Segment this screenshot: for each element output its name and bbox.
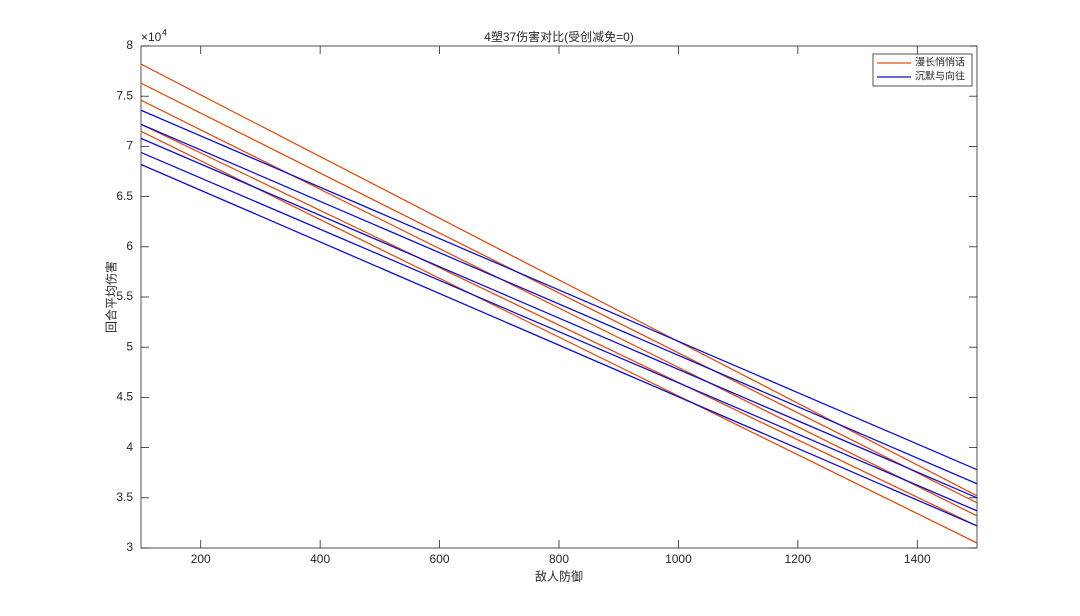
series-line: [140, 151, 978, 512]
series-line: [140, 109, 978, 471]
x-tick-label: 800: [549, 552, 569, 566]
y-multiplier-exponent: 4: [162, 27, 167, 37]
y-tick-label: 8: [126, 38, 133, 52]
y-tick-label: 7: [126, 139, 133, 153]
y-tick-label: 5: [126, 339, 133, 353]
y-tick-label: 4: [126, 440, 133, 454]
x-tick-label: 1400: [904, 552, 931, 566]
x-tick-label: 200: [191, 552, 211, 566]
y-tick-label: 6.5: [116, 189, 133, 203]
y-axis-label: 回合平均伤害: [104, 261, 119, 333]
axes-box: [140, 45, 978, 549]
y-tick-label: 5.5: [116, 289, 133, 303]
y-tick-label: 4.5: [116, 390, 133, 404]
y-tick-label: 3.5: [116, 490, 133, 504]
legend-label: 漫长悄悄话: [915, 56, 965, 69]
x-tick-label: 1000: [665, 552, 692, 566]
x-axis-label: 敌人防御: [535, 569, 583, 584]
y-tick-label: 6: [126, 239, 133, 253]
chart-title: 4塑37伤害对比(受创减免=0): [484, 29, 634, 44]
x-tick-label: 600: [430, 552, 450, 566]
series-line: [140, 82, 978, 504]
x-tick-label: 1200: [785, 552, 812, 566]
y-tick-label: 3: [126, 540, 133, 554]
y-multiplier-base: ×10: [141, 30, 162, 44]
legend-box: [872, 53, 973, 87]
y-tick-label: 7.5: [116, 88, 133, 102]
series-line: [140, 123, 978, 527]
x-tick-label: 400: [310, 552, 330, 566]
series-line: [140, 163, 978, 527]
legend-label: 沉默与向往: [915, 70, 965, 83]
series-line: [140, 137, 978, 499]
series-line: [140, 123, 978, 485]
series-line: [140, 130, 978, 544]
